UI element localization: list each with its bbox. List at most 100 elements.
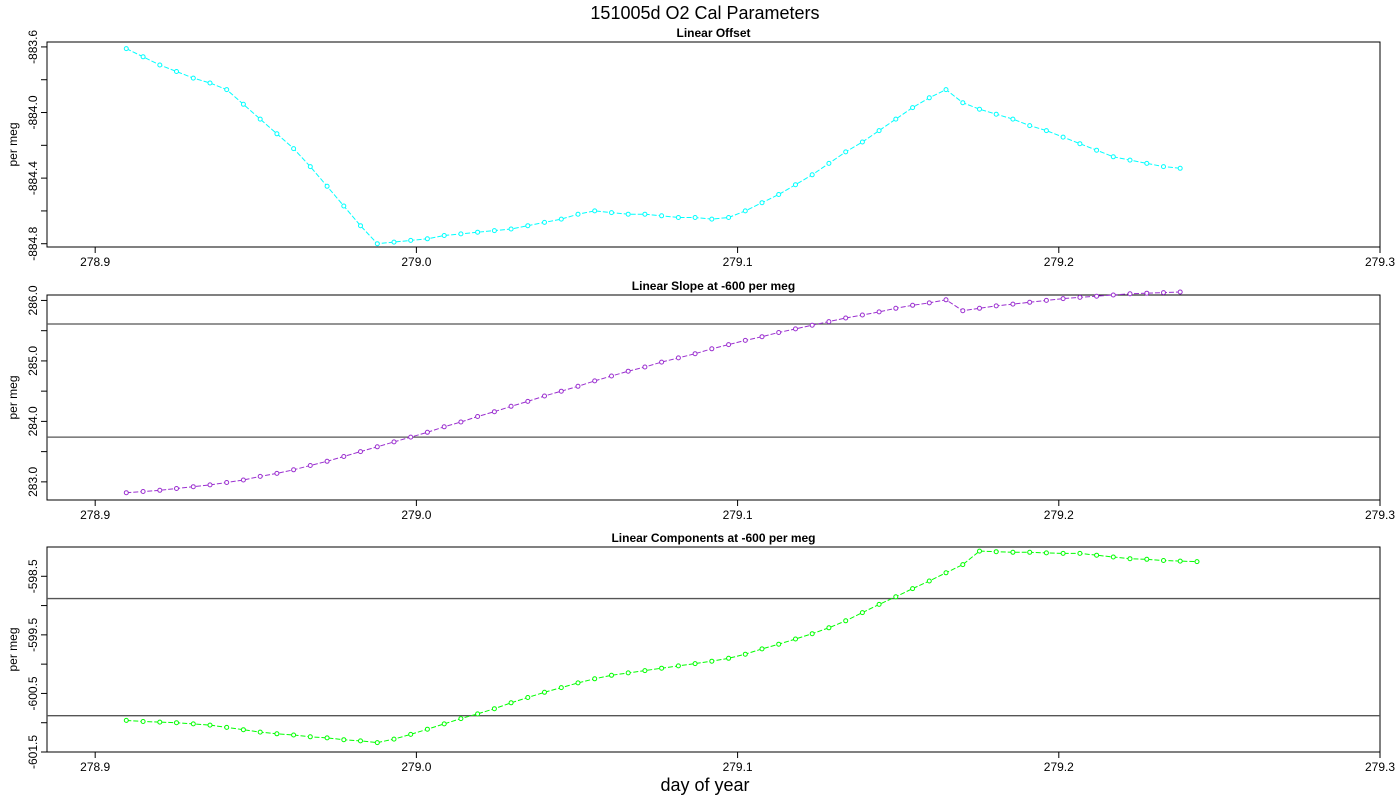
data-point — [1194, 559, 1200, 565]
data-point — [1161, 558, 1166, 563]
data-point — [659, 213, 665, 219]
data-point — [458, 231, 464, 237]
y-tick-label: -884.4 — [26, 161, 40, 195]
data-point — [207, 722, 213, 728]
data-point — [140, 489, 146, 494]
data-point — [257, 116, 263, 122]
data-point — [1110, 554, 1116, 560]
x-tick-label: 278.9 — [80, 760, 110, 774]
data-point — [408, 237, 414, 243]
data-point — [776, 192, 782, 197]
data-point — [491, 228, 497, 234]
data-point — [793, 326, 798, 332]
data-point — [993, 549, 999, 555]
data-point — [157, 719, 163, 725]
data-point — [592, 378, 598, 384]
data-point — [1161, 164, 1166, 170]
chart-panel-1: Linear Offset per meg 278.9 279.0 279.1 279.2… — [6, 26, 1395, 269]
data-point — [910, 586, 916, 592]
data-point — [859, 610, 865, 616]
data-point — [859, 139, 865, 145]
data-point — [575, 211, 581, 217]
data-point — [324, 735, 330, 741]
data-point — [977, 548, 982, 554]
data-point — [475, 414, 481, 419]
data-point — [609, 210, 614, 216]
data-point — [558, 388, 564, 394]
data-point — [307, 463, 313, 468]
data-point — [926, 300, 932, 306]
data-point — [424, 236, 430, 242]
data-point — [190, 75, 196, 81]
data-point — [207, 80, 213, 86]
data-point — [1010, 116, 1016, 122]
data-point — [943, 570, 949, 576]
data-point — [659, 359, 665, 365]
chart-panel-3: Linear Components at -600 per meg per meg… — [6, 531, 1395, 774]
figure-title: 151005d O2 Cal Parameters — [590, 3, 819, 23]
data-point — [726, 342, 732, 348]
data-point — [759, 334, 765, 340]
data-point — [1077, 550, 1083, 556]
data-point — [358, 738, 363, 744]
data-point — [374, 444, 380, 450]
data-point — [475, 229, 481, 235]
data-point — [675, 355, 681, 361]
data-point — [826, 625, 832, 631]
x-tick-label: 279.1 — [723, 255, 753, 269]
data-point — [307, 164, 313, 170]
data-point — [709, 658, 715, 664]
data-point — [759, 200, 765, 206]
data-point — [960, 100, 966, 106]
data-point — [759, 646, 765, 652]
data-point — [324, 458, 330, 464]
y-tick-label: -884.8 — [26, 226, 40, 260]
y-tick-label: -600.5 — [26, 676, 40, 710]
data-point — [1043, 297, 1049, 303]
data-point — [558, 685, 564, 691]
data-point — [240, 477, 246, 483]
y-axis-label: per meg — [6, 122, 20, 166]
data-point — [926, 95, 932, 101]
data-point — [692, 661, 698, 667]
data-point — [943, 87, 949, 93]
data-point — [826, 319, 832, 325]
data-point — [1161, 290, 1166, 296]
data-point — [1144, 290, 1150, 296]
data-point — [274, 731, 280, 737]
data-point — [1144, 160, 1150, 166]
data-point — [123, 46, 129, 52]
y-tick-label: -884.0 — [26, 95, 40, 129]
data-point — [240, 101, 246, 107]
data-point — [726, 655, 732, 661]
data-point — [1027, 549, 1033, 555]
data-point — [910, 302, 916, 308]
data-point — [893, 594, 899, 600]
data-point — [374, 740, 380, 746]
data-point — [592, 208, 598, 214]
data-point — [1060, 550, 1066, 556]
x-tick-label: 279.1 — [723, 508, 753, 522]
plot-frame — [46, 41, 1381, 248]
data-point — [675, 663, 681, 669]
data-point — [642, 364, 648, 370]
data-point — [508, 403, 514, 409]
data-point — [542, 393, 547, 399]
data-point — [525, 398, 531, 404]
data-point — [742, 208, 748, 214]
data-point — [1010, 301, 1016, 307]
data-point — [926, 578, 932, 584]
data-point — [1060, 134, 1066, 140]
data-point — [609, 373, 614, 379]
plot-frame — [46, 294, 1381, 501]
data-point — [491, 409, 497, 415]
data-point — [257, 729, 263, 735]
data-point — [1127, 556, 1133, 562]
data-point — [1127, 157, 1133, 163]
series-line — [126, 550, 1198, 744]
data-point — [341, 203, 347, 209]
data-point — [491, 706, 497, 712]
data-point — [609, 672, 614, 678]
data-point — [742, 337, 748, 343]
y-tick-label: 283.0 — [26, 467, 40, 497]
